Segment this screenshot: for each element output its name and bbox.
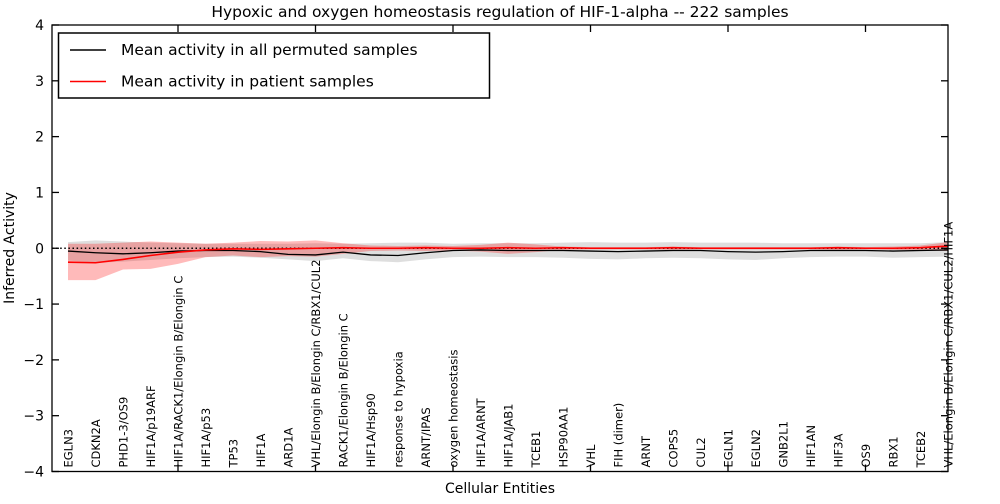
y-tick-label: −1 [23,297,44,313]
x-category-label: HIF1A/Hsp90 [364,393,378,467]
permuted-confidence-band [68,240,948,263]
x-category-label: ARNT/IPAS [419,407,433,467]
x-category-label: HIF1A/ARNT [474,397,488,467]
x-category-label: EGLN2 [749,429,763,468]
patient-mean-line [67,245,949,264]
plot-frame [51,24,949,473]
x-category-label: HIF1AN [804,425,818,467]
x-category-label: HSP90AA1 [557,407,571,468]
x-category-label: TCEB2 [914,431,928,469]
y-tick-label: 0 [35,241,44,257]
x-category-label: TP53 [227,439,241,469]
x-category-label: ARNT [639,435,653,467]
chart-title: Hypoxic and oxygen homeostasis regulatio… [211,3,788,21]
permuted-mean-line [67,249,949,257]
x-category-label: VHL/Elongin B/Elongin C/RBX1/CUL2/HIF1A [942,222,956,468]
y-tick-label: −4 [23,465,44,481]
x-category-label: CDKN2A [89,419,103,467]
y-tick-labels: 4 3 2 1 0 −1 −2 −3 −4 [23,18,44,481]
x-category-label: HIF1A [254,434,268,468]
legend-label-patient: Mean activity in patient samples [121,73,374,91]
y-axis-label: Inferred Activity [2,192,18,304]
x-category-label: RACK1/Elongin B/Elongin C [337,313,351,467]
x-category-label: VHL/Elongin B/Elongin C/RBX1/CUL2 [309,259,323,467]
x-axis-label: Cellular Entities [445,481,555,497]
x-category-label: TCEB1 [529,431,543,469]
x-category-label: VHL [584,444,598,468]
legend-label-permuted: Mean activity in all permuted samples [121,41,418,59]
y-tick-label: 2 [35,130,44,146]
x-category-label: EGLN3 [62,429,76,468]
x-category-label: OS9 [859,444,873,468]
x-category-label: COPS5 [667,429,681,468]
x-category-label: CUL2 [694,437,708,467]
x-category-label: HIF3A [832,434,846,468]
confidence-bands [68,240,948,281]
x-tick-labels: EGLN3 CDKN2A PHD1-3/OS9 HIF1A/p19ARF HIF1A/R… [62,222,956,469]
x-category-label: HIF1A/p53 [199,408,213,468]
y-tick-label: 1 [35,185,44,201]
y-tick-label: 3 [35,74,44,90]
x-category-label: HIF1A/JAB1 [502,404,516,468]
y-tick-label: 4 [35,18,44,34]
y-tick-label: −2 [23,353,44,369]
x-category-label: PHD1-3/OS9 [117,397,131,468]
patient-confidence-band [68,240,948,281]
x-category-label: FIH (dimer) [612,403,626,468]
legend: Mean activity in all permuted samples Me… [57,32,491,99]
legend-box [57,32,491,99]
x-category-label: oxygen homeostasis [447,350,461,468]
x-category-label: EGLN1 [722,429,736,468]
x-category-label: GNB2L1 [777,421,791,467]
x-category-label: ARD1A [282,427,296,467]
x-category-label: response to hypoxia [392,351,406,467]
series-lines [52,245,949,264]
x-category-label: HIF1A/RACK1/Elongin B/Elongin C [172,276,186,468]
y-tick-label: −3 [23,409,44,425]
x-category-label: RBX1 [887,436,901,467]
x-category-label: HIF1A/p19ARF [144,385,158,467]
